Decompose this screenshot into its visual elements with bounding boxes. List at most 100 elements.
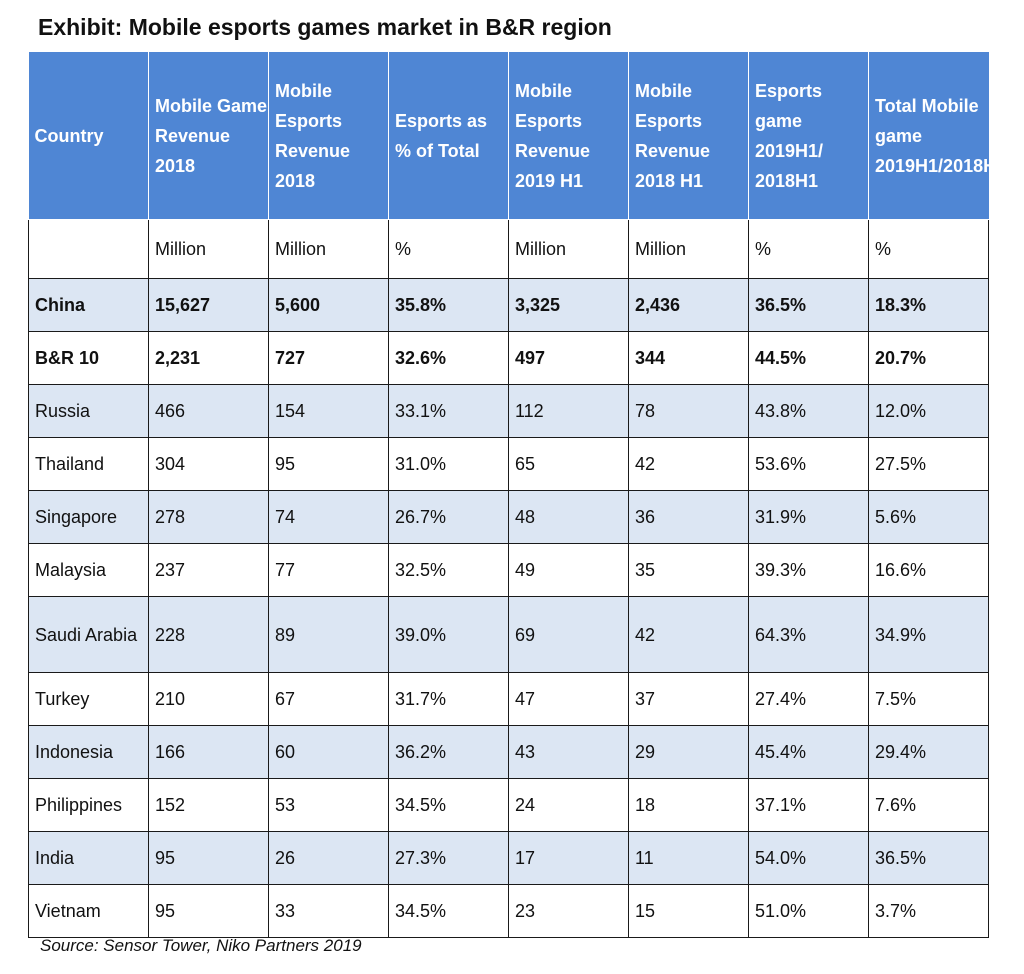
column-header: Mobile Esports Revenue 2018 H1 (628, 52, 749, 220)
value-cell: 47 (508, 672, 629, 726)
country-cell: Vietnam (28, 884, 149, 938)
value-cell: 24 (508, 778, 629, 832)
value-cell: 112 (508, 384, 629, 438)
column-header: Esports game 2019H1/ 2018H1 (748, 52, 869, 220)
value-cell: 60 (268, 725, 389, 779)
value-cell: 32.6% (388, 331, 509, 385)
value-cell: 53 (268, 778, 389, 832)
country-cell: Singapore (28, 490, 149, 544)
value-cell: 210 (148, 672, 269, 726)
value-cell: 32.5% (388, 543, 509, 597)
value-cell: 33 (268, 884, 389, 938)
country-cell: Indonesia (28, 725, 149, 779)
value-cell: 228 (148, 596, 269, 673)
value-cell: 18.3% (868, 278, 989, 332)
country-cell: Malaysia (28, 543, 149, 597)
value-cell: 166 (148, 725, 269, 779)
value-cell: 37.1% (748, 778, 869, 832)
value-cell: 33.1% (388, 384, 509, 438)
table-row: Philippines 152 53 34.5% 24 18 37.1% 7.6% (28, 778, 989, 832)
source-note: Source: Sensor Tower, Niko Partners 2019 (40, 936, 362, 955)
value-cell: 2,231 (148, 331, 269, 385)
value-cell: 26.7% (388, 490, 509, 544)
value-cell: 95 (268, 437, 389, 491)
value-cell: 29 (628, 725, 749, 779)
value-cell: 43 (508, 725, 629, 779)
unit-cell: Million (268, 219, 389, 279)
value-cell: 152 (148, 778, 269, 832)
value-cell: 42 (628, 596, 749, 673)
value-cell: 237 (148, 543, 269, 597)
value-cell: 69 (508, 596, 629, 673)
country-cell: China (28, 278, 149, 332)
country-cell: B&R 10 (28, 331, 149, 385)
table-row: Saudi Arabia 228 89 39.0% 69 42 64.3% 34.9% (28, 596, 989, 673)
value-cell: 34.9% (868, 596, 989, 673)
value-cell: 36.2% (388, 725, 509, 779)
table-row: Vietnam 95 33 34.5% 23 15 51.0% 3.7% (28, 884, 989, 938)
value-cell: 31.7% (388, 672, 509, 726)
value-cell: 35.8% (388, 278, 509, 332)
value-cell: 54.0% (748, 831, 869, 885)
value-cell: 43.8% (748, 384, 869, 438)
value-cell: 37 (628, 672, 749, 726)
value-cell: 65 (508, 437, 629, 491)
table-row: India 95 26 27.3% 17 11 54.0% 36.5% (28, 831, 989, 885)
value-cell: 7.6% (868, 778, 989, 832)
country-cell: Saudi Arabia (28, 596, 149, 673)
country-cell: Russia (28, 384, 149, 438)
value-cell: 34.5% (388, 884, 509, 938)
value-cell: 95 (148, 884, 269, 938)
table-row: Russia 466 154 33.1% 112 78 43.8% 12.0% (28, 384, 989, 438)
table-row: China 15,627 5,600 35.8% 3,325 2,436 36.5% 18.3… (28, 278, 989, 332)
value-cell: 497 (508, 331, 629, 385)
value-cell: 44.5% (748, 331, 869, 385)
unit-cell: % (748, 219, 869, 279)
value-cell: 29.4% (868, 725, 989, 779)
value-cell: 39.3% (748, 543, 869, 597)
value-cell: 27.4% (748, 672, 869, 726)
value-cell: 18 (628, 778, 749, 832)
value-cell: 27.5% (868, 437, 989, 491)
table-row: Malaysia 237 77 32.5% 49 35 39.3% 16.6% (28, 543, 989, 597)
column-header: Country (28, 52, 149, 220)
value-cell: 23 (508, 884, 629, 938)
value-cell: 12.0% (868, 384, 989, 438)
table-row: B&R 10 2,231 727 32.6% 497 344 44.5% 20.7% (28, 331, 989, 385)
value-cell: 35 (628, 543, 749, 597)
country-cell: Turkey (28, 672, 149, 726)
value-cell: 466 (148, 384, 269, 438)
value-cell: 64.3% (748, 596, 869, 673)
unit-cell (28, 219, 149, 279)
country-cell: India (28, 831, 149, 885)
value-cell: 16.6% (868, 543, 989, 597)
value-cell: 31.0% (388, 437, 509, 491)
table-row: Singapore 278 74 26.7% 48 36 31.9% 5.6% (28, 490, 989, 544)
column-header: Total Mobile game 2019H1/2018H1 (868, 52, 1006, 220)
value-cell: 17 (508, 831, 629, 885)
value-cell: 7.5% (868, 672, 989, 726)
unit-cell: % (388, 219, 509, 279)
table-row: Turkey 210 67 31.7% 47 37 27.4% 7.5% (28, 672, 989, 726)
value-cell: 3.7% (868, 884, 989, 938)
value-cell: 34.5% (388, 778, 509, 832)
country-cell: Thailand (28, 437, 149, 491)
value-cell: 74 (268, 490, 389, 544)
unit-cell: % (868, 219, 989, 279)
column-header: Mobile Esports Revenue 2018 (268, 52, 389, 220)
header-row: Country Mobile Game Revenue 2018 Mobile … (28, 52, 1006, 220)
value-cell: 3,325 (508, 278, 629, 332)
value-cell: 36.5% (748, 278, 869, 332)
column-header: Mobile Esports Revenue 2019 H1 (508, 52, 629, 220)
value-cell: 27.3% (388, 831, 509, 885)
value-cell: 51.0% (748, 884, 869, 938)
page-title: Exhibit: Mobile esports games market in … (38, 14, 612, 40)
country-cell: Philippines (28, 778, 149, 832)
value-cell: 5.6% (868, 490, 989, 544)
column-header: Esports as % of Total (388, 52, 509, 220)
unit-cell: Million (628, 219, 749, 279)
value-cell: 2,436 (628, 278, 749, 332)
value-cell: 278 (148, 490, 269, 544)
value-cell: 48 (508, 490, 629, 544)
value-cell: 36.5% (868, 831, 989, 885)
